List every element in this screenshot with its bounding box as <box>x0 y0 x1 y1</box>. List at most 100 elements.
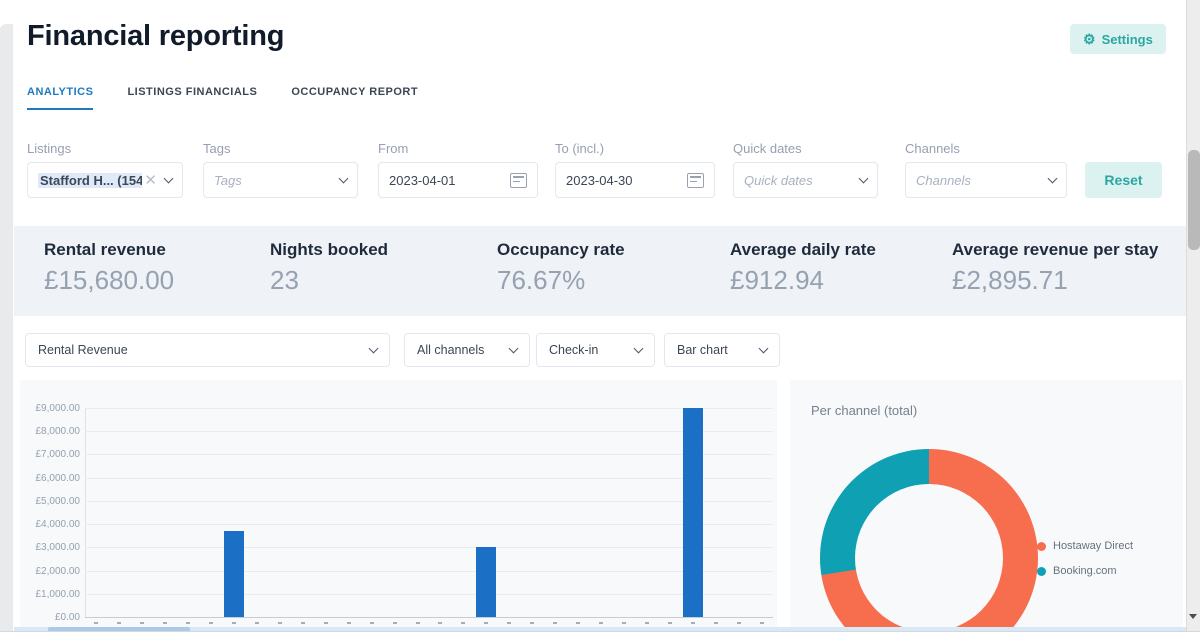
to-date-input[interactable]: 2023-04-30 <box>555 162 715 198</box>
stat-average-revenue-per-stay: Average revenue per stay £2,895.71 <box>952 240 1158 296</box>
gridline <box>85 408 773 409</box>
donut-chart-title: Per channel (total) <box>811 403 918 418</box>
x-axis-tick <box>163 622 168 624</box>
from-date-input[interactable]: 2023-04-01 <box>378 162 538 198</box>
x-axis-tick <box>117 622 122 624</box>
x-axis-tick <box>667 622 672 624</box>
x-axis-tick <box>255 622 259 624</box>
page-title: Financial reporting <box>27 20 285 52</box>
y-axis-tick-label: £6,000.00 <box>35 472 81 484</box>
revenue-bar[interactable] <box>224 531 245 617</box>
listings-select[interactable]: Stafford H... (1543 ✕ <box>27 162 183 198</box>
gridline <box>85 547 773 549</box>
x-axis-tick <box>346 622 351 624</box>
settings-button[interactable]: ⚙ Settings <box>1070 24 1166 54</box>
x-axis-tick <box>94 622 99 624</box>
chevron-down-icon <box>368 343 379 353</box>
legend-label: Hostaway Direct <box>1053 540 1134 552</box>
stat-value: £912.94 <box>730 265 824 295</box>
x-axis-tick <box>140 622 145 624</box>
gridline <box>85 617 773 618</box>
scroll-down-arrow-icon[interactable] <box>1189 614 1197 619</box>
x-axis-tick <box>599 622 603 624</box>
gridline <box>85 454 773 456</box>
legend-item-booking-com[interactable]: Booking.com <box>1037 565 1133 577</box>
stat-value: 23 <box>270 265 299 295</box>
revenue-bar[interactable] <box>476 547 497 617</box>
chevron-down-icon <box>163 173 174 183</box>
x-axis-tick <box>323 622 328 624</box>
y-axis-tick-label: £3,000.00 <box>35 542 81 554</box>
summary-stats-band: Rental revenue £15,680.00 Nights booked 23 O… <box>14 226 1186 316</box>
y-axis-tick-label: £5,000.00 <box>35 495 81 507</box>
tab-analytics[interactable]: ANALYTICS <box>27 86 94 110</box>
channels-placeholder: Channels <box>916 172 971 188</box>
tabs: ANALYTICS LISTINGS FINANCIALS OCCUPANCY RE… <box>27 86 418 110</box>
stat-label: Average daily rate <box>730 240 876 259</box>
horizontal-scrollbar[interactable] <box>14 627 1186 632</box>
x-axis-tick <box>690 622 695 624</box>
gridline <box>85 524 773 526</box>
x-axis-tick <box>232 622 237 624</box>
x-axis-tick <box>621 622 626 624</box>
chevron-down-icon <box>1047 173 1058 183</box>
page-content: Financial reporting ⚙ Settings ANALYTICS… <box>14 0 1186 632</box>
x-axis-tick <box>369 622 374 624</box>
metric-select[interactable]: Rental Revenue <box>25 333 390 367</box>
tags-label: Tags <box>203 141 231 156</box>
y-axis-tick-label: £9,000.00 <box>35 403 81 414</box>
selected-listing-chip: Stafford H... (1543 <box>38 172 143 188</box>
reset-button[interactable]: Reset <box>1085 162 1162 198</box>
vertical-scrollbar-thumb[interactable] <box>1187 150 1199 250</box>
chevron-down-icon <box>758 343 769 353</box>
stat-nights-booked: Nights booked 23 <box>270 240 388 296</box>
y-axis-tick-label: £8,000.00 <box>35 426 81 438</box>
x-axis-tick <box>186 622 191 624</box>
channels-select[interactable]: Channels <box>905 162 1067 198</box>
chart-type-select[interactable]: Bar chart <box>664 333 780 367</box>
x-axis-tick <box>507 622 512 624</box>
date-basis-value: Check-in <box>549 343 599 357</box>
stat-value: £2,895.71 <box>952 265 1068 295</box>
x-axis-tick <box>300 622 305 624</box>
calendar-icon[interactable] <box>510 172 527 188</box>
revenue-bar[interactable] <box>682 408 703 617</box>
gridline <box>85 477 773 479</box>
y-axis-tick-label: £4,000.00 <box>35 519 81 531</box>
channel-filter-value: All channels <box>417 343 485 357</box>
chevron-down-icon <box>508 343 519 353</box>
tab-occupancy-report[interactable]: OCCUPANCY REPORT <box>291 86 419 98</box>
vertical-scrollbar[interactable] <box>1186 0 1200 632</box>
horizontal-scrollbar-thumb[interactable] <box>48 627 190 632</box>
date-basis-select[interactable]: Check-in <box>536 333 655 367</box>
x-axis-tick <box>759 622 764 624</box>
x-axis-tick <box>209 622 214 624</box>
tags-select[interactable]: Tags <box>203 162 358 198</box>
calendar-icon[interactable] <box>687 172 704 188</box>
stat-rental-revenue: Rental revenue £15,680.00 <box>44 240 174 296</box>
legend-item-hostaway-direct[interactable]: Hostaway Direct <box>1037 540 1133 552</box>
stat-average-daily-rate: Average daily rate £912.94 <box>730 240 876 296</box>
tab-listings-financials[interactable]: LISTINGS FINANCIALS <box>127 86 258 98</box>
x-axis-tick <box>415 622 420 624</box>
gridline <box>85 570 773 572</box>
gear-icon: ⚙ <box>1083 31 1096 47</box>
x-axis-tick <box>392 622 397 624</box>
stat-label: Rental revenue <box>44 240 166 259</box>
x-axis-tick <box>644 622 649 624</box>
y-axis-line <box>85 408 86 617</box>
y-axis-tick-label: £1,000.00 <box>35 588 81 600</box>
x-axis-tick <box>576 622 581 624</box>
gridline <box>85 593 773 595</box>
legend-dot-icon <box>1037 541 1046 551</box>
legend-label: Booking.com <box>1053 565 1117 577</box>
chevron-down-icon <box>338 173 349 183</box>
channels-label: Channels <box>905 141 960 156</box>
channel-filter-select[interactable]: All channels <box>404 333 530 367</box>
quick-dates-placeholder: Quick dates <box>744 172 813 188</box>
quick-dates-select[interactable]: Quick dates <box>733 162 878 198</box>
close-icon[interactable]: ✕ <box>144 171 157 189</box>
gridline <box>85 500 773 502</box>
x-axis-tick <box>484 622 489 624</box>
